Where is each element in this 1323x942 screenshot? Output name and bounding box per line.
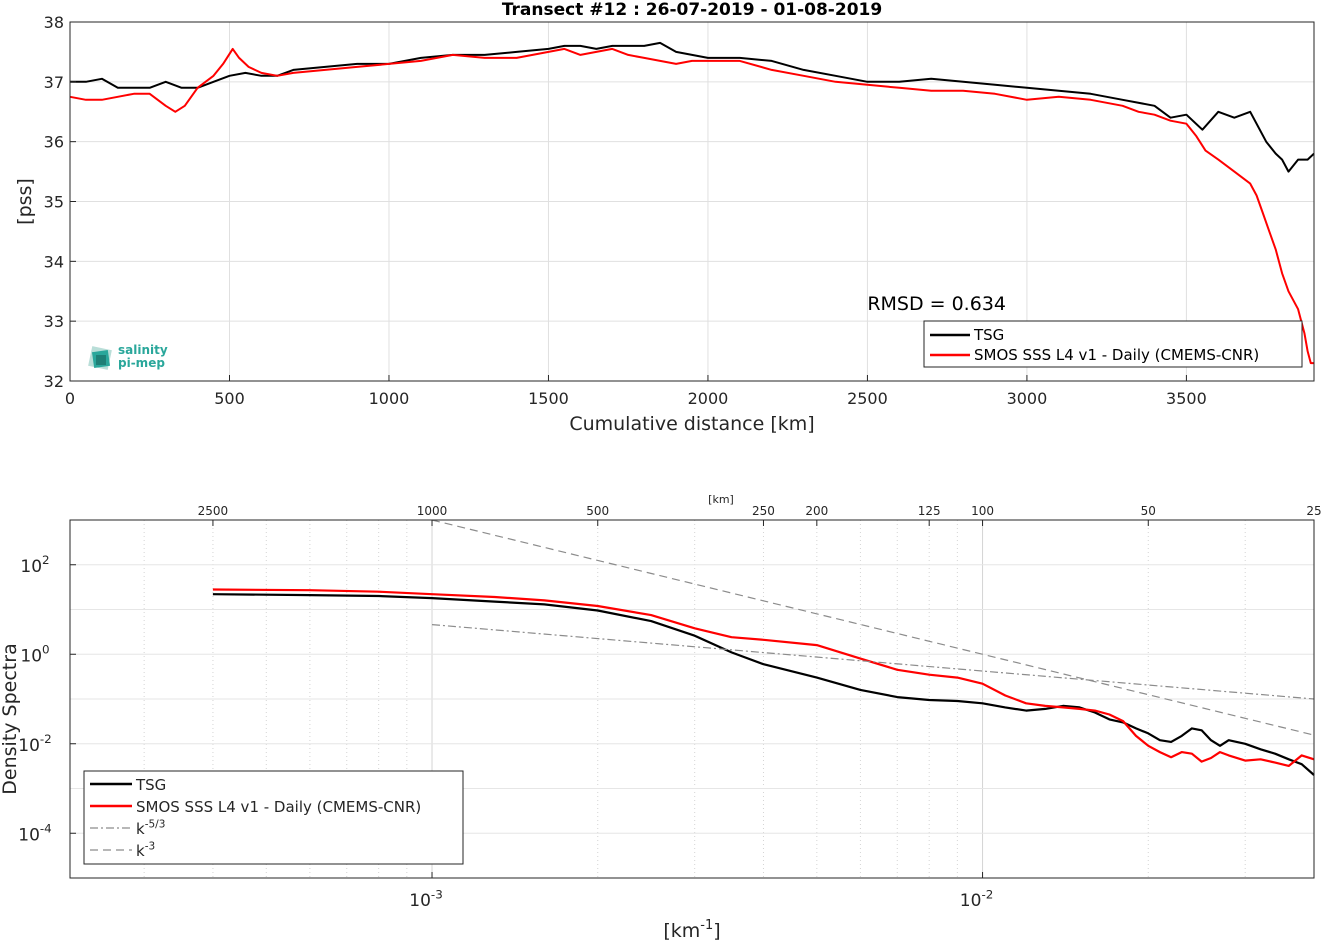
bottom-x-axis-label: [km-1] xyxy=(663,918,720,942)
top-km-tick-label: 25 xyxy=(1306,504,1321,518)
top-chart-title: Transect #12 : 26-07-2019 - 01-08-2019 xyxy=(502,0,882,20)
top-km-tick-label: 500 xyxy=(586,504,609,518)
salinity-pimep-logo: salinity pi-mep xyxy=(88,344,178,374)
bottom-series-line-3 xyxy=(431,519,1315,736)
bottom-legend-label-0: TSG xyxy=(135,776,166,794)
bottom-ytick-label: 100 xyxy=(20,643,49,667)
bottom-legend-label-1: SMOS SSS L4 v1 - Daily (CMEMS-CNR) xyxy=(136,798,421,816)
logo-line1: salinity xyxy=(118,343,168,357)
top-xtick-label: 0 xyxy=(65,389,75,408)
top-ytick-label: 35 xyxy=(44,193,64,212)
top-km-tick-label: 100 xyxy=(971,504,994,518)
bottom-ytick-label: 102 xyxy=(20,553,49,577)
logo-text: salinity pi-mep xyxy=(118,344,168,370)
bottom-series-line-1 xyxy=(212,588,1315,767)
top-xtick-label: 500 xyxy=(214,389,245,408)
top-ytick-label: 33 xyxy=(44,312,64,331)
top-xtick-label: 2500 xyxy=(847,389,888,408)
top-xtick-label: 3500 xyxy=(1166,389,1207,408)
top-ytick-label: 34 xyxy=(44,252,64,271)
bottom-legend-box xyxy=(83,770,464,865)
top-km-tick-label: 250 xyxy=(752,504,775,518)
top-chart: 0 500 1000 1500 2000 2500 3000 3500 32 33 34 35 36 37… xyxy=(14,0,1315,435)
top-ytick-label: 38 xyxy=(44,13,64,32)
bottom-ytick-label: 10-2 xyxy=(18,732,52,756)
top-legend-label-0: TSG xyxy=(973,326,1004,344)
bottom-ytick-label: 10-4 xyxy=(18,822,52,846)
bottom-xtick-label: 10-3 xyxy=(409,887,443,911)
logo-line2: pi-mep xyxy=(118,356,165,370)
top-series-line-0 xyxy=(70,41,1315,173)
bottom-series-line-0 xyxy=(212,593,1315,776)
top-legend-label-1: SMOS SSS L4 v1 - Daily (CMEMS-CNR) xyxy=(974,346,1259,364)
top-y-axis-label: [pss] xyxy=(14,178,36,225)
top-legend-box xyxy=(923,320,1303,368)
rmsd-annotation: RMSD = 0.634 xyxy=(867,293,1006,315)
top-km-tick-label: 200 xyxy=(805,504,828,518)
top-km-tick-label: 1000 xyxy=(417,504,448,518)
top-ytick-label: 37 xyxy=(44,73,64,92)
top-km-axis-label: [km] xyxy=(708,493,734,506)
top-ytick-label: 32 xyxy=(44,372,64,391)
top-x-axis-label: Cumulative distance [km] xyxy=(569,413,814,435)
bottom-series-line-2 xyxy=(431,624,1315,700)
top-series-line-1 xyxy=(69,47,1314,365)
top-ytick-label: 36 xyxy=(44,133,64,152)
top-km-tick-label: 50 xyxy=(1141,504,1156,518)
top-xtick-label: 3000 xyxy=(1007,389,1048,408)
bottom-legend-label-2: k-5/3 xyxy=(136,818,165,838)
top-xtick-label: 2000 xyxy=(688,389,729,408)
logo-mark-icon xyxy=(88,346,112,370)
bottom-legend-label-3: k-3 xyxy=(136,840,155,860)
top-xtick-label: 1000 xyxy=(369,389,410,408)
bottom-chart: 10-3 10-2 102 100 10-2 10-4 2500 1000 500 250 200 1… xyxy=(0,493,1322,942)
top-km-tick-label: 2500 xyxy=(198,504,229,518)
bottom-legend: TSG SMOS SSS L4 v1 - Daily (CMEMS-CNR) k-5… xyxy=(83,770,464,865)
bottom-axes-box xyxy=(69,519,1315,879)
top-km-tick-label: 125 xyxy=(918,504,941,518)
bottom-y-axis-label: Density Spectra xyxy=(0,643,21,794)
top-legend: TSG SMOS SSS L4 v1 - Daily (CMEMS-CNR) xyxy=(923,320,1303,368)
bottom-xtick-label: 10-2 xyxy=(960,887,994,911)
top-xtick-label: 1500 xyxy=(528,389,569,408)
